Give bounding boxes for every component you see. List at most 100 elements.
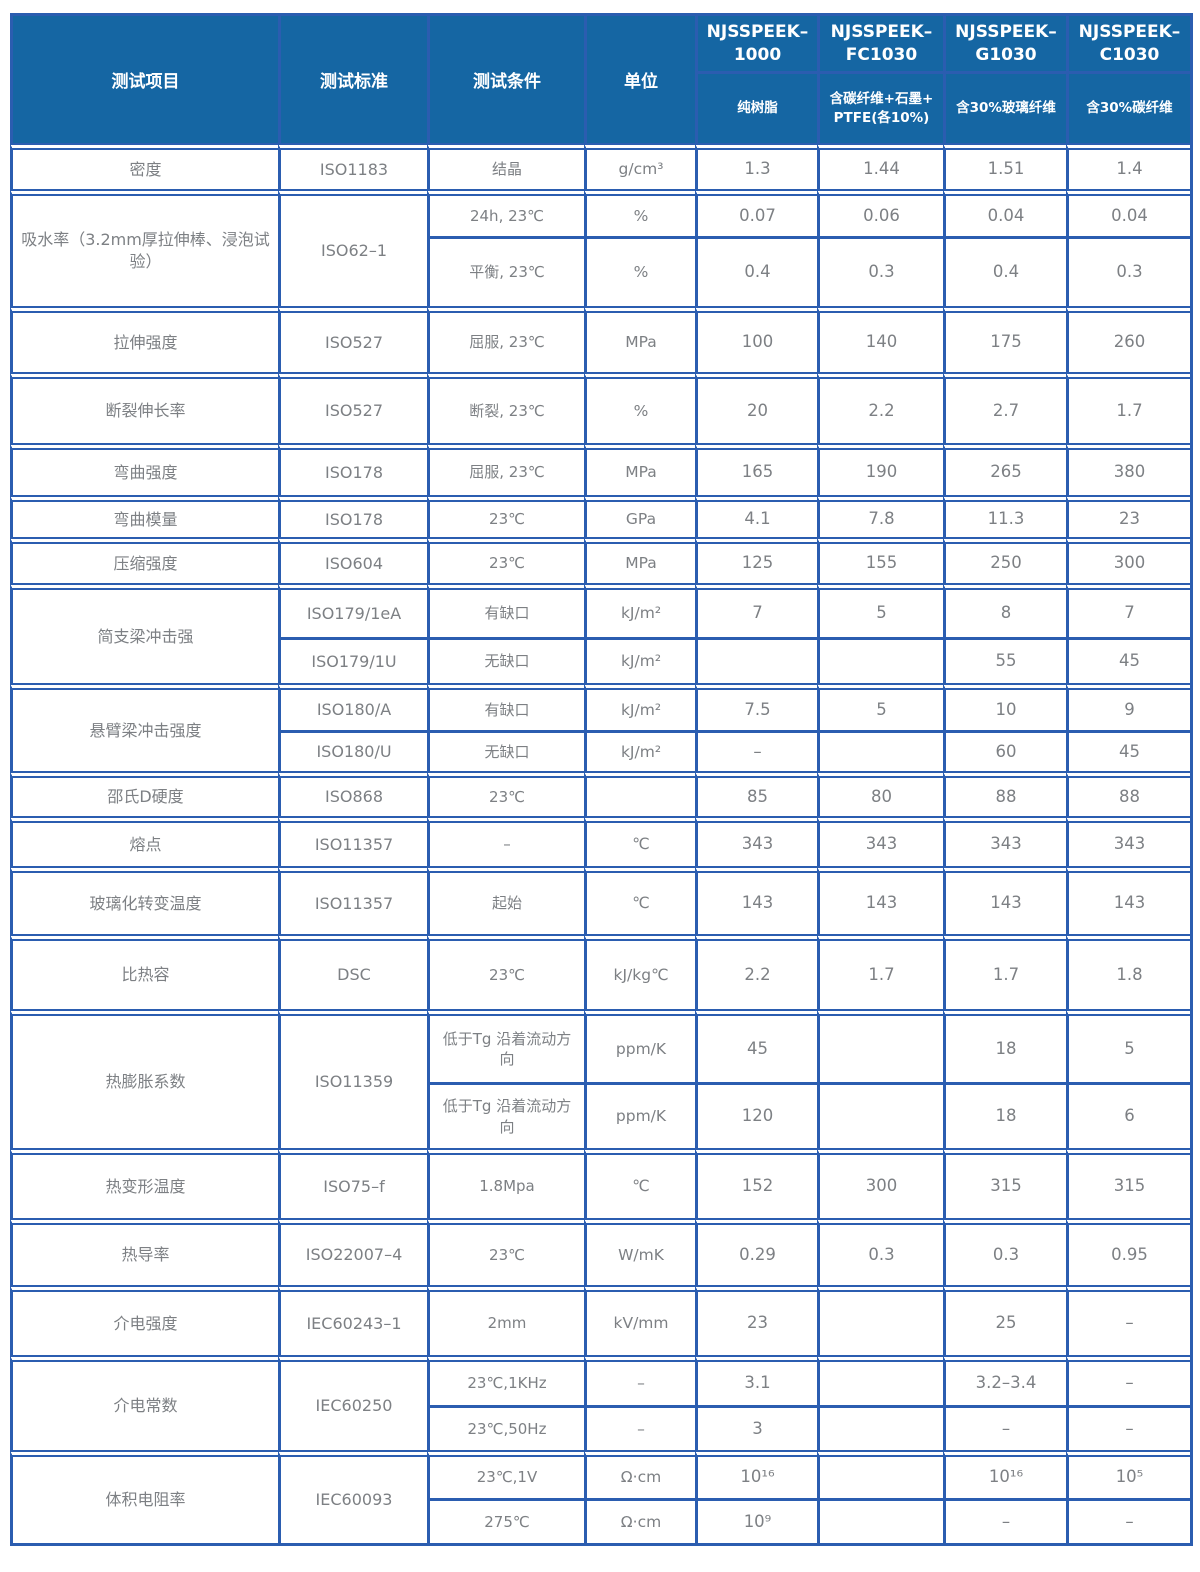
- condition-cell: 1.8Mpa: [427, 1148, 584, 1218]
- condition-cell: 屈服, 23℃: [427, 306, 584, 372]
- condition-cell: 23℃,1V: [427, 1450, 584, 1498]
- value-cell: 315: [943, 1148, 1066, 1218]
- value-cell: 100: [695, 306, 817, 372]
- value-cell: 45: [1066, 637, 1190, 683]
- standard-cell: ISO11359: [278, 1009, 427, 1148]
- standard-cell: IEC60093: [278, 1450, 427, 1543]
- material-spec-table: 测试项目 测试标准 测试条件 单位 NJSSPEEK–1000 NJSSPEEK…: [10, 13, 1193, 1546]
- test-item-cell: 热导率: [10, 1218, 278, 1285]
- value-cell: 1.51: [943, 143, 1066, 189]
- unit-cell: %: [584, 372, 695, 443]
- value-cell: 10: [943, 683, 1066, 730]
- value-cell: 315: [1066, 1148, 1190, 1218]
- value-cell: 2.7: [943, 372, 1066, 443]
- condition-cell: 无缺口: [427, 730, 584, 771]
- product-name-header: NJSSPEEK–C1030: [1066, 16, 1190, 71]
- value-cell: 260: [1066, 306, 1190, 372]
- standard-cell: ISO527: [278, 372, 427, 443]
- value-cell: 5: [817, 683, 943, 730]
- value-cell: –: [943, 1498, 1066, 1543]
- unit-cell: ℃: [584, 866, 695, 934]
- value-cell: 300: [817, 1148, 943, 1218]
- value-cell: 0.4: [943, 236, 1066, 306]
- unit-cell: GPa: [584, 495, 695, 537]
- table-row: 邵氏D硬度 ISO868 23℃ 85 80 88 88: [10, 771, 1190, 816]
- standard-cell: ISO868: [278, 771, 427, 816]
- unit-cell: –: [584, 1355, 695, 1405]
- table-row: 275℃ Ω·cm 10⁹ – –: [10, 1498, 1190, 1543]
- standard-cell: DSC: [278, 934, 427, 1009]
- header-unit: 单位: [584, 16, 695, 143]
- table-row: 23℃,50Hz –3– –: [10, 1405, 1190, 1450]
- value-cell: 2.2: [817, 372, 943, 443]
- condition-cell: 23℃,50Hz: [427, 1405, 584, 1450]
- unit-cell: Ω·cm: [584, 1498, 695, 1543]
- table-row: 玻璃化转变温度 ISO11357 起始 ℃ 143 143 143 143: [10, 866, 1190, 934]
- value-cell: 1.8: [1066, 934, 1190, 1009]
- value-cell: 88: [1066, 771, 1190, 816]
- value-cell: 0.06: [817, 189, 943, 236]
- test-item-cell: 玻璃化转变温度: [10, 866, 278, 934]
- value-cell: 0.95: [1066, 1218, 1190, 1285]
- value-cell: [817, 637, 943, 683]
- table-row: 拉伸强度 ISO527 屈服, 23℃ MPa 100 140 175 260: [10, 306, 1190, 372]
- value-cell: 152: [695, 1148, 817, 1218]
- value-cell: [817, 1009, 943, 1082]
- value-cell: 143: [695, 866, 817, 934]
- standard-cell: ISO179/1U: [278, 637, 427, 683]
- header-row-main: 测试项目 测试标准 测试条件 单位 NJSSPEEK–1000 NJSSPEEK…: [10, 16, 1190, 143]
- table-row: 简支梁冲击强 ISO179/1eA 有缺口 kJ/m² 7 5 8 7: [10, 583, 1190, 683]
- table-row: 低于Tg 沿着流动方向 ppm/K 120 18 6: [10, 1082, 1190, 1148]
- standard-cell: ISO11357: [278, 866, 427, 934]
- value-cell: 45: [1066, 730, 1190, 771]
- unit-cell: kJ/m²: [584, 583, 695, 637]
- unit-cell: ppm/K: [584, 1009, 695, 1082]
- value-cell: [817, 1355, 943, 1405]
- condition-cell: 平衡, 23℃: [427, 236, 584, 306]
- standard-cell: ISO179/1eA: [278, 583, 427, 637]
- value-cell: 8: [943, 583, 1066, 637]
- value-cell: 3.1: [695, 1355, 817, 1405]
- value-cell: 23: [695, 1285, 817, 1355]
- header-test-condition: 测试条件: [427, 16, 584, 143]
- condition-cell: 23℃: [427, 537, 584, 583]
- table-row: 吸水率（3.2mm厚拉伸棒、浸泡试验） ISO62–1 24h, 23℃% 0.07 0…: [10, 189, 1190, 306]
- condition-cell: 有缺口: [427, 583, 584, 637]
- table-row: 热变形温度 ISO75–f 1.8Mpa ℃ 152 300 315 315: [10, 1148, 1190, 1218]
- value-cell: 0.3: [943, 1218, 1066, 1285]
- value-cell: 25: [943, 1285, 1066, 1355]
- value-cell: 120: [695, 1082, 817, 1148]
- table-row: 悬臂梁冲击强度 ISO180/A 有缺口 kJ/m² 7.5 5 10 9: [10, 683, 1190, 771]
- standard-cell: ISO180/A: [278, 683, 427, 730]
- test-item-cell: 热膨胀系数: [10, 1009, 278, 1148]
- value-cell: 175: [943, 306, 1066, 372]
- test-item-cell: 介电常数: [10, 1355, 278, 1450]
- unit-cell: [584, 771, 695, 816]
- value-cell: –: [943, 1405, 1066, 1450]
- value-cell: 4.1: [695, 495, 817, 537]
- table-row: 弯曲模量 ISO178 23℃ GPa 4.1 7.8 11.3 23: [10, 495, 1190, 537]
- product-name-header: NJSSPEEK–1000: [695, 16, 817, 71]
- test-item-cell: 热变形温度: [10, 1148, 278, 1218]
- condition-cell: 23℃,1KHz: [427, 1355, 584, 1405]
- value-cell: 3.2–3.4: [943, 1355, 1066, 1405]
- condition-cell: 24h, 23℃: [427, 189, 584, 236]
- value-cell: –: [1066, 1285, 1190, 1355]
- unit-cell: MPa: [584, 537, 695, 583]
- value-cell: 380: [1066, 443, 1190, 495]
- test-item-cell: 简支梁冲击强: [10, 583, 278, 683]
- standard-cell: ISO75–f: [278, 1148, 427, 1218]
- unit-cell: kV/mm: [584, 1285, 695, 1355]
- value-cell: [695, 637, 817, 683]
- value-cell: 80: [817, 771, 943, 816]
- value-cell: [817, 1082, 943, 1148]
- test-item-cell: 密度: [10, 143, 278, 189]
- value-cell: –: [1066, 1355, 1190, 1405]
- standard-cell: ISO604: [278, 537, 427, 583]
- value-cell: 0.29: [695, 1218, 817, 1285]
- test-item-cell: 体积电阻率: [10, 1450, 278, 1543]
- value-cell: 60: [943, 730, 1066, 771]
- test-item-cell: 比热容: [10, 934, 278, 1009]
- standard-cell: IEC60243–1: [278, 1285, 427, 1355]
- value-cell: 125: [695, 537, 817, 583]
